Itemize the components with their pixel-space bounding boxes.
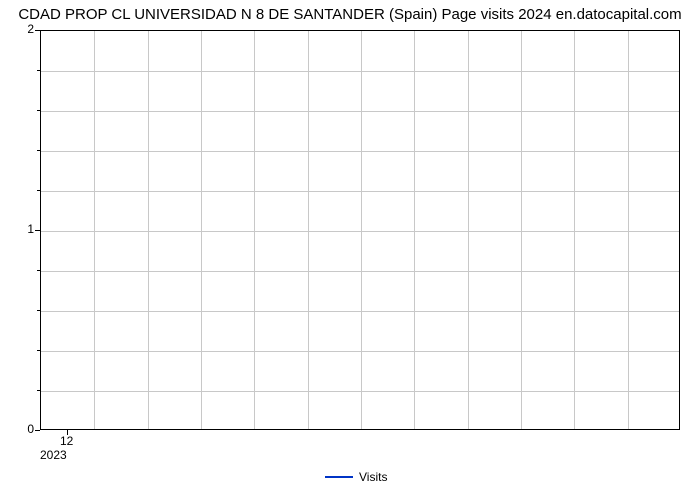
grid-line-vertical xyxy=(414,31,415,429)
grid-line-vertical xyxy=(201,31,202,429)
grid-line-vertical xyxy=(308,31,309,429)
y-axis-tick-mark xyxy=(35,30,40,31)
grid-line-vertical xyxy=(94,31,95,429)
grid-line-vertical xyxy=(254,31,255,429)
grid-line-horizontal xyxy=(41,231,679,232)
legend: Visits xyxy=(325,470,387,484)
y-axis-tick-label: 2 xyxy=(10,22,34,36)
grid-line-horizontal-minor xyxy=(41,271,679,272)
y-axis-tick-mark xyxy=(35,230,40,231)
grid-line-horizontal-minor xyxy=(41,191,679,192)
grid-line-horizontal-minor xyxy=(41,71,679,72)
chart-title: CDAD PROP CL UNIVERSIDAD N 8 DE SANTANDE… xyxy=(0,6,700,23)
grid-line-vertical xyxy=(468,31,469,429)
grid-line-horizontal-minor xyxy=(41,151,679,152)
y-axis-minor-tick-mark xyxy=(37,390,40,391)
y-axis-tick-label: 1 xyxy=(10,222,34,236)
y-axis-minor-tick-mark xyxy=(37,150,40,151)
grid-line-horizontal-minor xyxy=(41,111,679,112)
y-axis-minor-tick-mark xyxy=(37,110,40,111)
y-axis-tick-mark xyxy=(35,430,40,431)
y-axis-tick-label: 0 xyxy=(10,422,34,436)
x-axis-tick-label: 12 xyxy=(52,434,82,448)
legend-line xyxy=(325,476,353,478)
chart-container: CDAD PROP CL UNIVERSIDAD N 8 DE SANTANDE… xyxy=(0,0,700,500)
y-axis-minor-tick-mark xyxy=(37,310,40,311)
grid-line-vertical xyxy=(628,31,629,429)
grid-line-horizontal-minor xyxy=(41,351,679,352)
grid-line-vertical xyxy=(361,31,362,429)
legend-label: Visits xyxy=(359,470,387,484)
plot-area xyxy=(40,30,680,430)
y-axis-minor-tick-mark xyxy=(37,190,40,191)
x-axis-sub-label: 2023 xyxy=(40,448,67,462)
grid-line-vertical xyxy=(574,31,575,429)
y-axis-minor-tick-mark xyxy=(37,350,40,351)
grid-line-horizontal-minor xyxy=(41,311,679,312)
y-axis-minor-tick-mark xyxy=(37,70,40,71)
grid-line-vertical xyxy=(148,31,149,429)
grid-line-horizontal-minor xyxy=(41,391,679,392)
grid-line-vertical xyxy=(521,31,522,429)
y-axis-minor-tick-mark xyxy=(37,270,40,271)
